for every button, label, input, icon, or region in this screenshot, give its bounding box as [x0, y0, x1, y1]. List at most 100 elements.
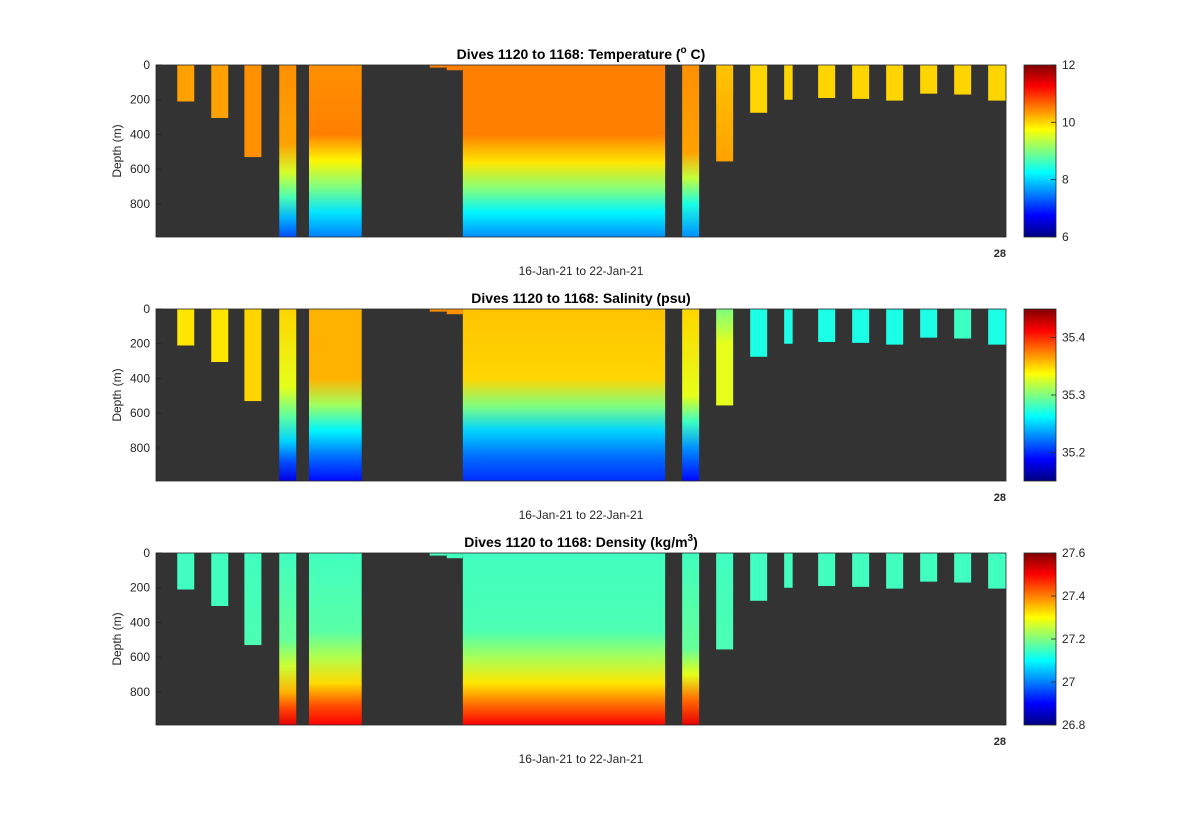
profile-bar	[177, 553, 195, 590]
panel-3: 0 200 400 600 800 Depth (m) Dives 1120 to 1168…	[110, 533, 1086, 766]
profile-bar	[716, 553, 734, 650]
profile-bar	[818, 65, 836, 99]
profile-bar	[886, 65, 904, 101]
colorbar-tick-label: 35.2	[1062, 445, 1086, 459]
profile-bar	[954, 553, 972, 583]
x-end-tick-label: 28	[994, 736, 1006, 748]
panel-2: 0 200 400 600 800 Depth (m) Dives 1120 to 1168…	[110, 290, 1086, 522]
profile-bar	[954, 309, 972, 339]
plot-frame	[155, 552, 1007, 726]
profile-bar	[716, 65, 734, 162]
profile-bar	[886, 553, 904, 589]
profile-bar	[244, 309, 262, 402]
y-tick-label: 800	[130, 441, 150, 455]
profile-bar	[446, 65, 463, 71]
colorbar	[1023, 308, 1057, 482]
profile-bar	[852, 65, 870, 99]
profile-bar	[177, 65, 195, 102]
colorbar-tick-label: 27	[1062, 675, 1076, 689]
x-end-tick-label: 28	[994, 492, 1006, 504]
colorbar-tick-label: 12	[1062, 58, 1076, 72]
plot-frame	[155, 64, 1007, 238]
profile-bar	[279, 65, 297, 237]
y-tick-label: 400	[130, 127, 150, 141]
profile-bar	[682, 309, 700, 481]
profile-bar	[818, 309, 836, 343]
profile-bar	[920, 309, 938, 338]
y-tick-label: 200	[130, 337, 150, 351]
profile-bar	[682, 553, 700, 725]
x-axis-label: 16-Jan-21 to 22-Jan-21	[519, 508, 644, 522]
y-tick-label: 200	[130, 93, 150, 107]
colorbar	[1023, 64, 1057, 238]
profile-bar	[920, 553, 938, 582]
profile-bar	[462, 553, 666, 725]
profile-bar	[279, 309, 297, 481]
y-axis-label: Depth (m)	[110, 612, 124, 665]
panel-1: 0 200 400 600 800 Depth (m) Dives 1120 to 1168…	[110, 45, 1076, 278]
colorbar-tick-label: 27.6	[1062, 546, 1086, 560]
colorbar-tick-label: 26.8	[1062, 718, 1086, 732]
plot-frame	[155, 308, 1007, 482]
profile-bar	[852, 553, 870, 587]
profile-bar	[682, 65, 700, 237]
profile-bar	[988, 65, 1006, 101]
y-tick-label: 400	[130, 371, 150, 385]
profile-bar	[177, 309, 195, 346]
profile-bar	[852, 309, 870, 343]
profile-bar	[309, 309, 362, 481]
y-tick-label: 600	[130, 650, 150, 664]
profile-bar	[784, 309, 793, 344]
y-tick-label: 800	[130, 197, 150, 211]
profile-bar	[462, 65, 666, 237]
colorbar-tick-label: 10	[1062, 115, 1076, 129]
profile-bar	[429, 65, 447, 68]
profile-bar	[211, 309, 229, 362]
chart-title: Dives 1120 to 1168: Salinity (psu)	[471, 290, 690, 306]
profile-bar	[279, 553, 297, 725]
profile-bar	[211, 553, 229, 606]
profile-bar	[988, 553, 1006, 589]
profile-bar	[818, 553, 836, 587]
y-axis-label: Depth (m)	[110, 124, 124, 177]
y-tick-label: 600	[130, 406, 150, 420]
profile-bar	[750, 309, 768, 357]
y-tick-label: 0	[143, 546, 150, 560]
profile-bar	[920, 65, 938, 94]
profile-bar	[429, 553, 447, 556]
profile-bar	[244, 553, 262, 646]
y-tick-label: 200	[130, 581, 150, 595]
colorbar	[1023, 552, 1057, 726]
x-axis-label: 16-Jan-21 to 22-Jan-21	[519, 264, 644, 278]
profile-bar	[446, 553, 463, 559]
y-tick-label: 0	[143, 58, 150, 72]
profile-bar	[784, 553, 793, 588]
profile-bar	[954, 65, 972, 95]
y-axis-label: Depth (m)	[110, 368, 124, 421]
profile-bar	[309, 553, 362, 725]
x-end-tick-label: 28	[994, 248, 1006, 260]
colorbar-tick-label: 8	[1062, 173, 1069, 187]
colorbar-tick-label: 27.4	[1062, 589, 1086, 603]
profile-bar	[429, 309, 447, 312]
x-axis-label: 16-Jan-21 to 22-Jan-21	[519, 752, 644, 766]
profile-bar	[309, 65, 362, 237]
y-tick-label: 600	[130, 162, 150, 176]
profile-bar	[446, 309, 463, 315]
chart-title: Dives 1120 to 1168: Density (kg/m3)	[464, 533, 698, 550]
profile-bar	[462, 309, 666, 481]
y-tick-label: 800	[130, 685, 150, 699]
profile-bar	[784, 65, 793, 100]
chart-title: Dives 1120 to 1168: Temperature (o C)	[457, 45, 706, 62]
profile-bar	[886, 309, 904, 345]
colorbar-tick-label: 35.4	[1062, 331, 1086, 345]
profile-bar	[750, 553, 768, 601]
colorbar-tick-label: 6	[1062, 230, 1069, 244]
profile-bar	[988, 309, 1006, 345]
colorbar-tick-label: 27.2	[1062, 632, 1086, 646]
y-tick-label: 400	[130, 615, 150, 629]
colorbar-tick-label: 35.3	[1062, 388, 1086, 402]
y-tick-label: 0	[143, 302, 150, 316]
profile-bar	[244, 65, 262, 158]
